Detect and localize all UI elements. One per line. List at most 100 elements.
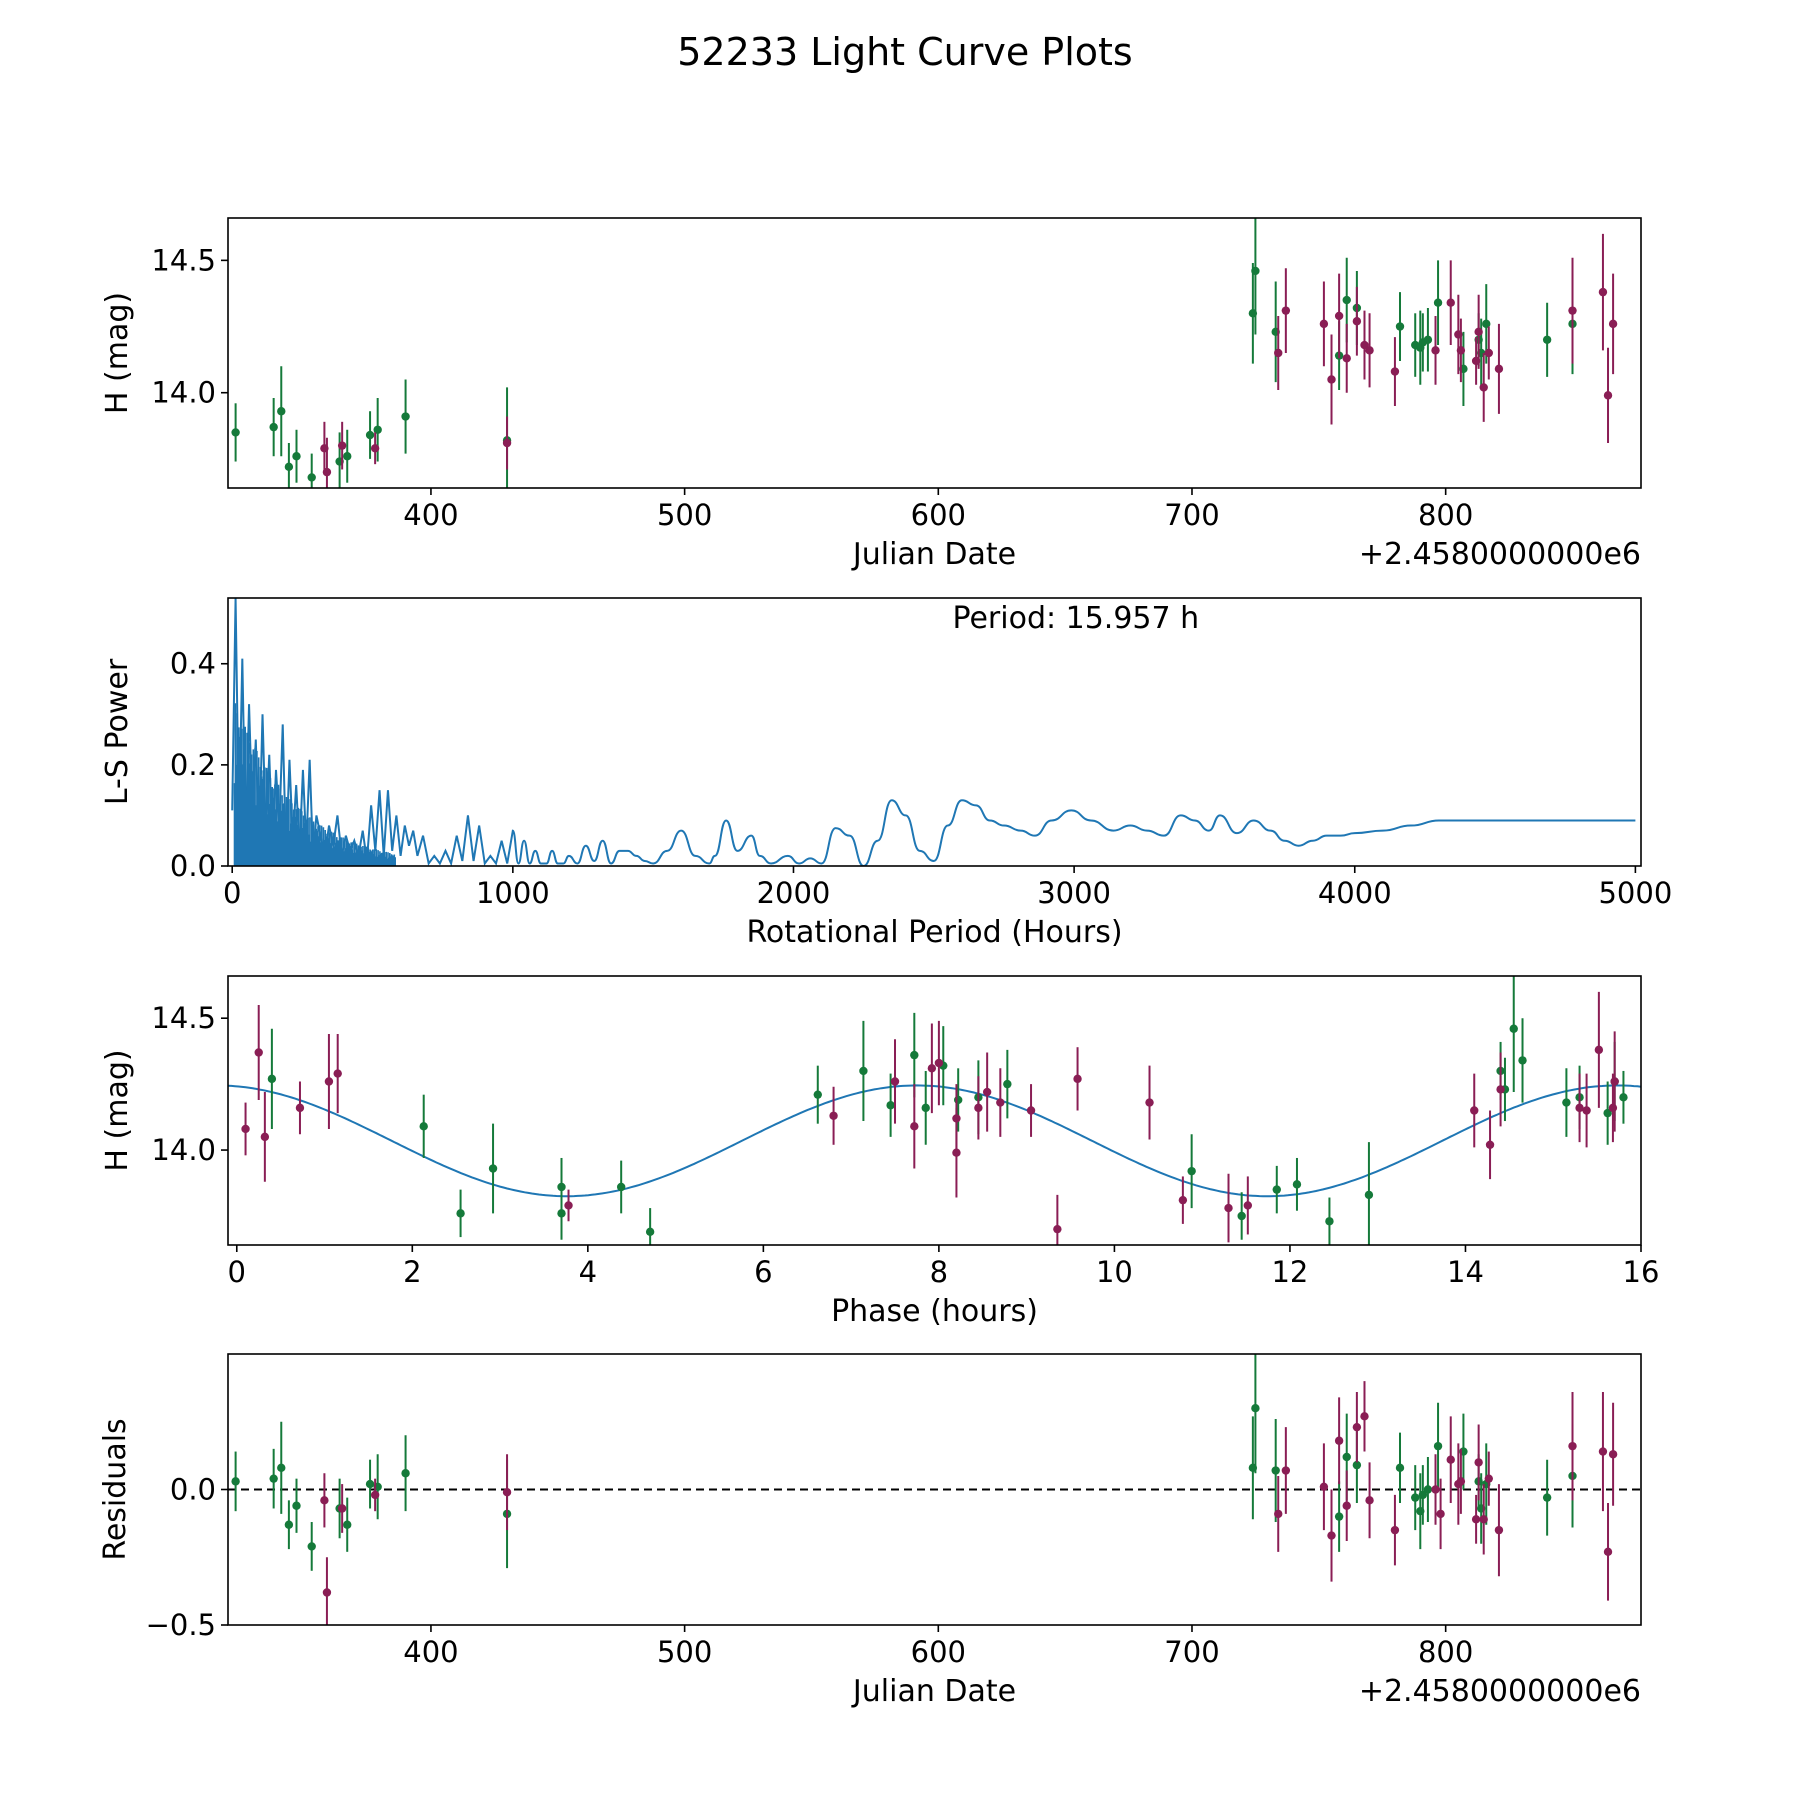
data-point-magenta bbox=[1484, 348, 1493, 358]
data-point-magenta bbox=[1446, 1455, 1455, 1464]
data-point-green bbox=[1562, 1098, 1571, 1107]
data-point-magenta bbox=[295, 1103, 305, 1113]
x-tick-label: 2000 bbox=[757, 876, 831, 910]
data-point-magenta bbox=[934, 1058, 944, 1068]
y-axis-label: H (mag) bbox=[100, 1049, 135, 1171]
data-point-magenta bbox=[974, 1103, 983, 1113]
data-point-magenta bbox=[1642, 1445, 1650, 1453]
data-point-green bbox=[1542, 335, 1552, 344]
data-point-green bbox=[284, 1520, 294, 1529]
data-point-green bbox=[277, 1463, 286, 1473]
data-point-magenta bbox=[322, 1588, 332, 1597]
data-point-magenta bbox=[1456, 346, 1466, 355]
data-point-magenta bbox=[996, 1098, 1005, 1107]
x-tick-label: 800 bbox=[1418, 1635, 1473, 1669]
data-point-magenta bbox=[1319, 1482, 1329, 1491]
data-point-magenta bbox=[1479, 383, 1488, 392]
data-point-magenta bbox=[254, 1048, 263, 1057]
data-point-green bbox=[1411, 1493, 1420, 1502]
data-point-magenta bbox=[1494, 1525, 1504, 1535]
data-point-green bbox=[373, 425, 382, 434]
data-point-green bbox=[307, 1542, 316, 1551]
data-point-green bbox=[267, 1074, 277, 1084]
y-tick-label: 0.0 bbox=[170, 1473, 216, 1507]
y-axis-label: H (mag) bbox=[100, 292, 135, 414]
data-point-magenta bbox=[1642, 291, 1650, 299]
axes-frame bbox=[227, 597, 1642, 867]
data-point-magenta bbox=[1365, 1496, 1374, 1505]
data-point-magenta bbox=[1274, 348, 1283, 358]
data-point-green bbox=[616, 1182, 626, 1192]
data-point-magenta bbox=[1243, 1201, 1253, 1210]
data-point-green bbox=[1418, 1490, 1428, 1500]
data-point-green bbox=[401, 412, 410, 421]
x-axis-label: Julian Date bbox=[851, 537, 1016, 572]
data-point-green bbox=[1292, 1180, 1302, 1189]
data-point-green bbox=[1325, 1217, 1334, 1226]
plot-area bbox=[228, 1354, 1650, 1625]
data-point-green bbox=[284, 462, 294, 472]
x-tick-label: 0 bbox=[223, 876, 241, 910]
data-point-green bbox=[419, 1122, 428, 1131]
data-point-magenta bbox=[1145, 1098, 1154, 1107]
data-point-green bbox=[1509, 1024, 1518, 1033]
data-point-magenta bbox=[927, 1064, 937, 1073]
data-point-magenta bbox=[1319, 319, 1329, 329]
data-point-green bbox=[343, 452, 352, 461]
data-point-magenta bbox=[1494, 364, 1504, 374]
data-point-magenta bbox=[1446, 298, 1455, 307]
data-point-magenta bbox=[1342, 354, 1351, 363]
data-point-green bbox=[1334, 1512, 1344, 1521]
data-point-green bbox=[645, 1227, 655, 1237]
x-tick-label: 14 bbox=[1447, 1255, 1484, 1289]
data-point-green bbox=[365, 430, 375, 440]
x-tick-label: 700 bbox=[1164, 1635, 1219, 1669]
data-point-green bbox=[1542, 1493, 1552, 1502]
data-point-green bbox=[456, 1209, 465, 1218]
x-axis-label: Rotational Period (Hours) bbox=[746, 915, 1122, 950]
data-point-green bbox=[1003, 1079, 1012, 1089]
x-tick-label: 3000 bbox=[1037, 876, 1111, 910]
panel-light-curve: 400 500 600 700 800 14.0 14.5 Julian Date H (mag… bbox=[100, 217, 1650, 572]
data-point-green bbox=[1433, 1441, 1443, 1451]
panel-periodogram: 0 1000 2000 3000 4000 5000 0.0 0.2 0.4 Rotational… bbox=[100, 597, 1672, 950]
x-tick-label: 700 bbox=[1164, 498, 1219, 532]
data-point-magenta bbox=[1274, 1509, 1283, 1519]
y-tick-label: −0.5 bbox=[146, 1608, 216, 1642]
x-tick-label: 10 bbox=[1096, 1255, 1133, 1289]
data-point-magenta bbox=[952, 1114, 961, 1123]
data-point-green bbox=[231, 1477, 240, 1486]
plot-area bbox=[231, 598, 1636, 866]
data-point-green bbox=[277, 407, 286, 416]
data-point-magenta bbox=[1431, 1485, 1440, 1494]
data-point-magenta bbox=[1365, 346, 1374, 355]
data-point-magenta bbox=[564, 1201, 573, 1210]
x-tick-label: 600 bbox=[911, 1635, 966, 1669]
x-tick-label: 400 bbox=[403, 1635, 458, 1669]
data-point-magenta bbox=[1342, 1501, 1351, 1510]
y-tick-label: 14.5 bbox=[151, 243, 216, 277]
axes-frame bbox=[227, 975, 1642, 1246]
data-point-green bbox=[813, 1090, 822, 1099]
x-tick-label: 1000 bbox=[476, 876, 550, 910]
data-point-green bbox=[1187, 1166, 1196, 1176]
y-tick-label: 14.5 bbox=[151, 1001, 216, 1035]
data-point-green bbox=[953, 1095, 963, 1105]
x-tick-label: 5000 bbox=[1598, 876, 1672, 910]
data-point-green bbox=[1603, 1108, 1612, 1118]
data-point-magenta bbox=[1474, 327, 1483, 337]
data-point-magenta bbox=[1352, 317, 1362, 326]
data-point-magenta bbox=[322, 467, 332, 477]
data-point-magenta bbox=[337, 1504, 347, 1513]
data-point-magenta bbox=[1598, 287, 1608, 297]
x-tick-label: 8 bbox=[930, 1255, 948, 1289]
data-point-green bbox=[365, 1479, 375, 1489]
data-point-magenta bbox=[1603, 1547, 1613, 1557]
x-tick-label: 500 bbox=[657, 498, 712, 532]
data-point-magenta bbox=[1598, 1447, 1608, 1456]
x-tick-label: 800 bbox=[1418, 498, 1473, 532]
data-point-green bbox=[1342, 1452, 1351, 1462]
data-point-magenta bbox=[1608, 1103, 1618, 1113]
periodogram-dense-lines bbox=[233, 703, 396, 866]
x-tick-label: 0 bbox=[228, 1255, 246, 1289]
